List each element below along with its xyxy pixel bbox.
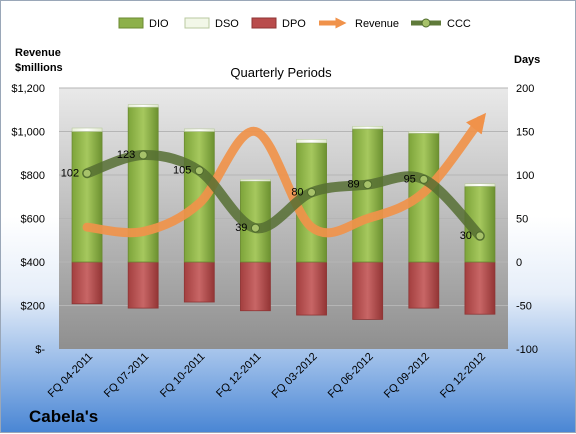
dso-bar: [240, 179, 271, 182]
legend-label-dpo: DPO: [282, 18, 306, 30]
dpo-bar: [464, 261, 496, 315]
ccc-data-label: 105: [173, 165, 191, 177]
right-axis-title: Days: [514, 54, 540, 66]
left-axis-title-line1: Revenue: [15, 47, 61, 59]
legend: DIO DSO DPO Revenue CCC: [118, 17, 471, 30]
left-axis-tick-label: $400: [21, 257, 45, 269]
dpo-bar: [408, 261, 440, 309]
ccc-data-label: 102: [61, 167, 79, 179]
ccc-data-label: 89: [347, 179, 359, 191]
left-axis-tick-label: $1,000: [11, 127, 45, 139]
dpo-bar: [127, 261, 159, 309]
legend-ccc-marker: [421, 18, 431, 28]
dpo-bar: [296, 261, 327, 316]
ccc-point: [138, 150, 148, 160]
dso-bar: [296, 139, 327, 144]
dpo-bar: [183, 261, 215, 303]
dso-bar: [127, 104, 159, 108]
left-axis-title-line2: $millions: [15, 62, 63, 74]
revenue-line: [82, 112, 487, 238]
right-axis-tick-label: -50: [516, 301, 532, 313]
left-axis-tick-label: $600: [21, 214, 45, 226]
ccc-series: [82, 149, 485, 241]
dio-bar: [127, 106, 159, 263]
ccc-point: [475, 231, 485, 241]
ccc-point: [250, 223, 260, 233]
legend-label-revenue: Revenue: [355, 18, 399, 30]
dio-bar: [352, 128, 384, 263]
ccc-point: [419, 174, 429, 184]
right-axis-tick-label: 100: [516, 170, 534, 182]
legend-swatch-dio: [118, 17, 144, 29]
x-axis-tick-label: FQ 07-2011: [102, 351, 151, 400]
right-axis-tick-label: 0: [516, 257, 522, 269]
ccc-point: [363, 180, 373, 190]
legend-swatch-dso: [184, 17, 210, 29]
right-axis-tick-label: 200: [516, 83, 534, 95]
chart-subtitle: Quarterly Periods: [230, 65, 332, 80]
dso-bar: [184, 128, 215, 132]
x-axis-tick-label: FQ 12-2012: [438, 351, 488, 401]
right-axis-tick-label: 150: [516, 127, 534, 139]
ccc-data-label: 95: [404, 173, 416, 185]
x-axis-tick-label: FQ 09-2012: [382, 351, 432, 401]
left-axis-tick-label: $1,200: [11, 83, 45, 95]
company-name: Cabela's: [29, 407, 98, 426]
left-axis-tick-label: $200: [21, 301, 45, 313]
x-axis-tick-label: FQ 04-2011: [46, 351, 95, 400]
dio-bar: [71, 131, 103, 263]
ccc-point: [194, 166, 204, 176]
legend-swatch-dpo: [251, 17, 277, 29]
ccc-data-labels: 102 123 105 39 80 89 95 30: [61, 149, 472, 242]
dso-bar: [464, 183, 496, 187]
x-axis-tick-label: FQ 12-2011: [214, 351, 263, 400]
dso-bar: [408, 131, 440, 134]
left-axis-ticks: $- $200 $400 $600 $800 $1,000 $1,200: [11, 83, 45, 356]
x-axis-ticks: FQ 04-2011 FQ 07-2011 FQ 10-2011 FQ 12-2011…: [46, 351, 488, 401]
revenue-series: [82, 112, 487, 238]
ccc-data-label: 80: [291, 186, 303, 198]
right-axis-tick-label: -100: [516, 344, 538, 356]
x-axis-tick-label: FQ 06-2012: [326, 351, 376, 401]
x-axis-tick-label: FQ 03-2012: [270, 351, 320, 401]
left-axis-tick-label: $-: [35, 344, 45, 356]
legend-label-dso: DSO: [215, 18, 239, 30]
dpo-bars: [71, 261, 496, 320]
dso-bar: [352, 125, 383, 130]
ccc-point: [82, 168, 92, 178]
right-axis-ticks: -100 -50 0 50 100 150 200: [516, 83, 538, 356]
dso-bar: [71, 127, 103, 132]
ccc-point: [307, 187, 317, 197]
legend-label-ccc: CCC: [447, 18, 471, 30]
ccc-data-label: 39: [235, 222, 247, 234]
dpo-bar: [240, 261, 271, 312]
legend-label-dio: DIO: [149, 18, 169, 30]
dpo-bar: [71, 261, 103, 305]
ccc-data-label: 123: [117, 149, 135, 161]
x-axis-tick-label: FQ 10-2011: [158, 351, 207, 400]
right-axis-tick-label: 50: [516, 214, 528, 226]
left-axis-tick-label: $800: [21, 170, 45, 182]
ccc-data-label: 30: [460, 230, 472, 242]
dpo-bar: [352, 261, 384, 320]
